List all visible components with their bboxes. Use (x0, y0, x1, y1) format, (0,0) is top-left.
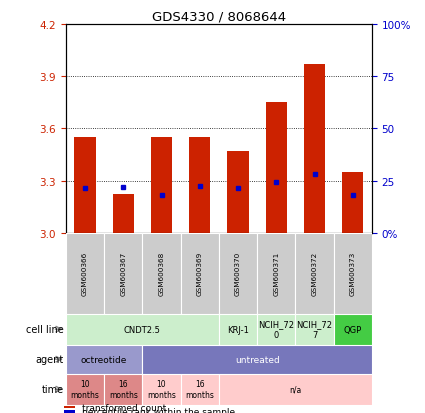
Bar (219, 374, 372, 405)
Text: untreated: untreated (235, 355, 280, 364)
Bar (219, 233, 257, 314)
Bar (227, 152, 249, 233)
Bar (189, 138, 210, 233)
Bar (66, 314, 219, 345)
Text: NCIH_72
0: NCIH_72 0 (258, 320, 294, 339)
Text: agent: agent (36, 354, 64, 364)
Bar (64, 410, 75, 413)
Bar (66, 345, 142, 374)
Text: 10
months: 10 months (147, 380, 176, 399)
Text: cell line: cell line (26, 324, 64, 335)
Bar (74, 138, 96, 233)
Text: GSM600368: GSM600368 (159, 252, 164, 296)
Text: transformed count: transformed count (82, 403, 166, 411)
Text: QGP: QGP (344, 325, 362, 334)
Bar (257, 314, 295, 345)
Bar (142, 233, 181, 314)
Bar (151, 138, 172, 233)
Text: 16
months: 16 months (109, 380, 138, 399)
Text: GSM600367: GSM600367 (120, 252, 126, 296)
Text: GSM600370: GSM600370 (235, 252, 241, 296)
Text: 16
months: 16 months (185, 380, 214, 399)
Text: GSM600366: GSM600366 (82, 252, 88, 296)
Bar (334, 233, 372, 314)
Text: CNDT2.5: CNDT2.5 (124, 325, 161, 334)
Bar (104, 374, 142, 405)
Title: GDS4330 / 8068644: GDS4330 / 8068644 (152, 11, 286, 24)
Text: NCIH_72
7: NCIH_72 7 (297, 320, 332, 339)
Bar (142, 374, 181, 405)
Bar (64, 406, 75, 408)
Text: octreotide: octreotide (81, 355, 128, 364)
Text: time: time (42, 384, 64, 394)
Text: n/a: n/a (289, 385, 301, 394)
Bar (181, 374, 219, 405)
Bar (104, 233, 142, 314)
Text: GSM600369: GSM600369 (197, 252, 203, 296)
Bar (113, 194, 134, 233)
Bar (219, 314, 257, 345)
Bar (181, 233, 219, 314)
Bar (295, 233, 334, 314)
Bar (142, 345, 372, 374)
Bar (266, 103, 287, 233)
Bar (304, 65, 325, 233)
Bar (295, 314, 334, 345)
Bar (334, 314, 372, 345)
Bar (66, 374, 104, 405)
Text: percentile rank within the sample: percentile rank within the sample (82, 407, 235, 413)
Text: KRJ-1: KRJ-1 (227, 325, 249, 334)
Text: GSM600372: GSM600372 (312, 252, 317, 296)
Text: GSM600371: GSM600371 (273, 252, 279, 296)
Text: 10
months: 10 months (71, 380, 99, 399)
Bar (257, 233, 295, 314)
Text: GSM600373: GSM600373 (350, 252, 356, 296)
Bar (66, 233, 104, 314)
Bar (342, 173, 363, 233)
